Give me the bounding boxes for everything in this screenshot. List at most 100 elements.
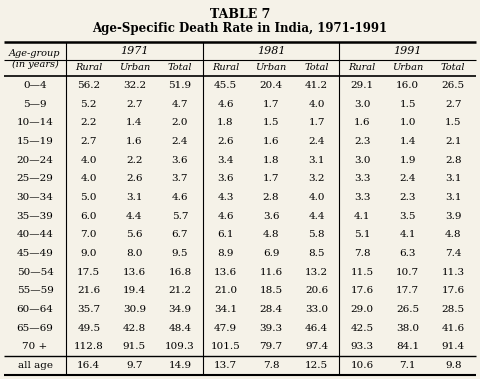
Text: 1.9: 1.9 [399, 156, 416, 164]
Text: 93.3: 93.3 [350, 343, 373, 351]
Text: 4.0: 4.0 [81, 156, 97, 164]
Text: 6.9: 6.9 [263, 249, 279, 258]
Text: 2.8: 2.8 [263, 193, 279, 202]
Text: 1.5: 1.5 [263, 118, 279, 127]
Text: 1.8: 1.8 [263, 156, 279, 164]
Text: 4.6: 4.6 [172, 193, 188, 202]
Text: 33.0: 33.0 [305, 305, 328, 314]
Text: 3.1: 3.1 [445, 174, 461, 183]
Text: 2.0: 2.0 [172, 118, 188, 127]
Text: 4.0: 4.0 [308, 193, 325, 202]
Text: 79.7: 79.7 [259, 343, 283, 351]
Text: 2.7: 2.7 [445, 100, 461, 108]
Text: 21.6: 21.6 [77, 287, 100, 295]
Text: 1.0: 1.0 [399, 118, 416, 127]
Text: 7.1: 7.1 [399, 361, 416, 370]
Text: 45.5: 45.5 [214, 81, 237, 90]
Text: 9.7: 9.7 [126, 361, 143, 370]
Text: 41.2: 41.2 [305, 81, 328, 90]
Text: Urban: Urban [392, 64, 423, 72]
Text: 0—4: 0—4 [23, 81, 47, 90]
Text: 101.5: 101.5 [211, 343, 240, 351]
Text: 19.4: 19.4 [123, 287, 146, 295]
Text: 4.4: 4.4 [308, 211, 325, 221]
Text: Rural: Rural [348, 64, 376, 72]
Text: 3.6: 3.6 [172, 156, 188, 164]
Text: 20.6: 20.6 [305, 287, 328, 295]
Text: 4.8: 4.8 [263, 230, 279, 240]
Text: 9.5: 9.5 [172, 249, 188, 258]
Text: 42.5: 42.5 [350, 324, 373, 333]
Text: 7.8: 7.8 [354, 249, 371, 258]
Text: 1.5: 1.5 [445, 118, 461, 127]
Text: 4.1: 4.1 [354, 211, 371, 221]
Text: 35.7: 35.7 [77, 305, 100, 314]
Text: 6.7: 6.7 [172, 230, 188, 240]
Text: 13.6: 13.6 [123, 268, 146, 277]
Text: 51.9: 51.9 [168, 81, 192, 90]
Text: 1.6: 1.6 [126, 137, 143, 146]
Text: 12.5: 12.5 [305, 361, 328, 370]
Text: 32.2: 32.2 [123, 81, 146, 90]
Text: 39.3: 39.3 [259, 324, 283, 333]
Text: Total: Total [304, 64, 329, 72]
Text: 5.6: 5.6 [126, 230, 143, 240]
Text: 97.4: 97.4 [305, 343, 328, 351]
Text: 30—34: 30—34 [17, 193, 53, 202]
Text: 34.9: 34.9 [168, 305, 192, 314]
Text: 56.2: 56.2 [77, 81, 100, 90]
Text: 5.0: 5.0 [81, 193, 97, 202]
Text: Urban: Urban [119, 64, 150, 72]
Text: 70 +: 70 + [23, 343, 48, 351]
Text: 91.4: 91.4 [442, 343, 465, 351]
Text: 112.8: 112.8 [74, 343, 104, 351]
Text: 3.6: 3.6 [217, 174, 234, 183]
Text: 3.5: 3.5 [399, 211, 416, 221]
Text: 84.1: 84.1 [396, 343, 419, 351]
Text: 1.7: 1.7 [308, 118, 325, 127]
Text: 2.6: 2.6 [217, 137, 234, 146]
Text: 47.9: 47.9 [214, 324, 237, 333]
Text: 2.4: 2.4 [308, 137, 325, 146]
Text: 2.3: 2.3 [399, 193, 416, 202]
Text: Age-Specific Death Rate in India, 1971-1991: Age-Specific Death Rate in India, 1971-1… [93, 22, 387, 35]
Text: 10.6: 10.6 [350, 361, 373, 370]
Text: 2.7: 2.7 [126, 100, 143, 108]
Text: 15—19: 15—19 [17, 137, 53, 146]
Text: TABLE 7: TABLE 7 [210, 8, 270, 21]
Text: 8.0: 8.0 [126, 249, 143, 258]
Text: 26.5: 26.5 [396, 305, 419, 314]
Text: 6.3: 6.3 [399, 249, 416, 258]
Text: 5.7: 5.7 [172, 211, 188, 221]
Text: 3.3: 3.3 [354, 193, 371, 202]
Text: 2.1: 2.1 [445, 137, 461, 146]
Text: 16.0: 16.0 [396, 81, 419, 90]
Text: 7.8: 7.8 [263, 361, 279, 370]
Text: 1.7: 1.7 [263, 174, 279, 183]
Text: 28.5: 28.5 [442, 305, 465, 314]
Text: 1.6: 1.6 [263, 137, 279, 146]
Text: Age-group
(in years): Age-group (in years) [9, 49, 61, 69]
Text: 48.4: 48.4 [168, 324, 192, 333]
Text: 1991: 1991 [394, 46, 422, 56]
Text: 2.8: 2.8 [445, 156, 461, 164]
Text: 4.4: 4.4 [126, 211, 143, 221]
Text: 2.2: 2.2 [126, 156, 143, 164]
Text: 17.5: 17.5 [77, 268, 100, 277]
Text: 13.6: 13.6 [214, 268, 237, 277]
Text: 3.4: 3.4 [217, 156, 234, 164]
Text: 25—29: 25—29 [17, 174, 53, 183]
Text: 3.9: 3.9 [445, 211, 461, 221]
Text: 17.6: 17.6 [442, 287, 465, 295]
Text: 3.1: 3.1 [126, 193, 143, 202]
Text: 11.3: 11.3 [442, 268, 465, 277]
Text: 3.2: 3.2 [308, 174, 325, 183]
Text: 21.0: 21.0 [214, 287, 237, 295]
Text: 4.8: 4.8 [445, 230, 461, 240]
Text: 8.9: 8.9 [217, 249, 234, 258]
Text: 17.6: 17.6 [350, 287, 373, 295]
Text: Total: Total [168, 64, 192, 72]
Text: 1.8: 1.8 [217, 118, 234, 127]
Text: Urban: Urban [255, 64, 287, 72]
Text: 26.5: 26.5 [442, 81, 465, 90]
